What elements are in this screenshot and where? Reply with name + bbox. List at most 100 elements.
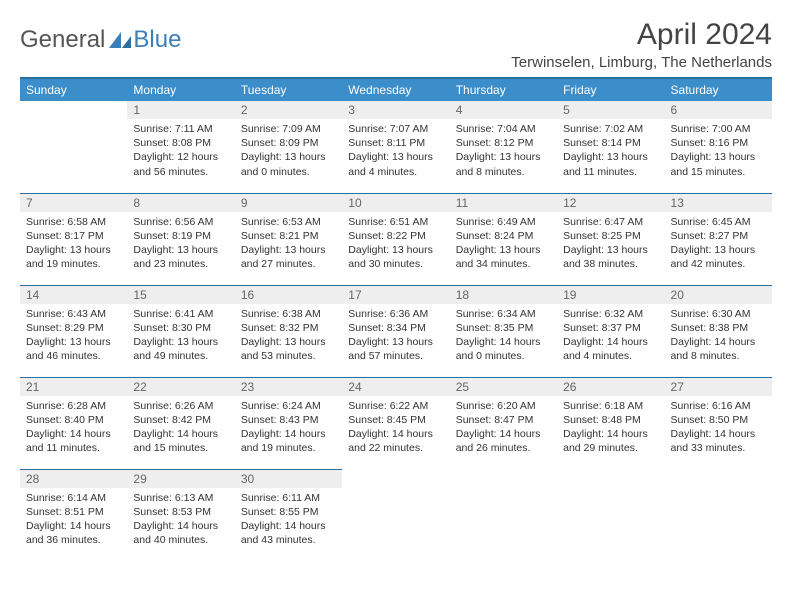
weekday-header: Saturday bbox=[665, 78, 772, 101]
day-details: Sunrise: 6:16 AMSunset: 8:50 PMDaylight:… bbox=[665, 396, 772, 459]
calendar-day-cell: 6Sunrise: 7:00 AMSunset: 8:16 PMDaylight… bbox=[665, 101, 772, 193]
day-details: Sunrise: 6:47 AMSunset: 8:25 PMDaylight:… bbox=[557, 212, 664, 275]
calendar-day-cell bbox=[450, 469, 557, 561]
day-number: 20 bbox=[665, 286, 772, 304]
weekday-header: Friday bbox=[557, 78, 664, 101]
day-number: 15 bbox=[127, 286, 234, 304]
day-number: 13 bbox=[665, 194, 772, 212]
day-details: Sunrise: 7:04 AMSunset: 8:12 PMDaylight:… bbox=[450, 119, 557, 182]
calendar-day-cell bbox=[557, 469, 664, 561]
calendar-day-cell: 26Sunrise: 6:18 AMSunset: 8:48 PMDayligh… bbox=[557, 377, 664, 469]
calendar-day-cell: 17Sunrise: 6:36 AMSunset: 8:34 PMDayligh… bbox=[342, 285, 449, 377]
day-details: Sunrise: 7:00 AMSunset: 8:16 PMDaylight:… bbox=[665, 119, 772, 182]
calendar-day-cell: 18Sunrise: 6:34 AMSunset: 8:35 PMDayligh… bbox=[450, 285, 557, 377]
header: General Blue April 2024 Terwinselen, Lim… bbox=[20, 18, 772, 71]
day-details: Sunrise: 6:28 AMSunset: 8:40 PMDaylight:… bbox=[20, 396, 127, 459]
logo-text-blue: Blue bbox=[133, 26, 181, 54]
day-number: 29 bbox=[127, 470, 234, 488]
calendar-day-cell: 20Sunrise: 6:30 AMSunset: 8:38 PMDayligh… bbox=[665, 285, 772, 377]
day-number: 28 bbox=[20, 470, 127, 488]
day-details: Sunrise: 6:58 AMSunset: 8:17 PMDaylight:… bbox=[20, 212, 127, 275]
day-number: 17 bbox=[342, 286, 449, 304]
calendar-day-cell: 15Sunrise: 6:41 AMSunset: 8:30 PMDayligh… bbox=[127, 285, 234, 377]
calendar-day-cell: 8Sunrise: 6:56 AMSunset: 8:19 PMDaylight… bbox=[127, 193, 234, 285]
calendar-day-cell: 28Sunrise: 6:14 AMSunset: 8:51 PMDayligh… bbox=[20, 469, 127, 561]
day-number: 9 bbox=[235, 194, 342, 212]
calendar-day-cell: 14Sunrise: 6:43 AMSunset: 8:29 PMDayligh… bbox=[20, 285, 127, 377]
day-details: Sunrise: 6:24 AMSunset: 8:43 PMDaylight:… bbox=[235, 396, 342, 459]
logo: General Blue bbox=[20, 26, 181, 54]
calendar-table: Sunday Monday Tuesday Wednesday Thursday… bbox=[20, 77, 772, 561]
calendar-day-cell: 13Sunrise: 6:45 AMSunset: 8:27 PMDayligh… bbox=[665, 193, 772, 285]
calendar-day-cell: 4Sunrise: 7:04 AMSunset: 8:12 PMDaylight… bbox=[450, 101, 557, 193]
title-block: April 2024 Terwinselen, Limburg, The Net… bbox=[511, 18, 772, 71]
day-number: 12 bbox=[557, 194, 664, 212]
day-details: Sunrise: 6:13 AMSunset: 8:53 PMDaylight:… bbox=[127, 488, 234, 551]
day-number: 10 bbox=[342, 194, 449, 212]
calendar-day-cell: 22Sunrise: 6:26 AMSunset: 8:42 PMDayligh… bbox=[127, 377, 234, 469]
calendar-day-cell: 1Sunrise: 7:11 AMSunset: 8:08 PMDaylight… bbox=[127, 101, 234, 193]
day-details: Sunrise: 6:32 AMSunset: 8:37 PMDaylight:… bbox=[557, 304, 664, 367]
day-number: 7 bbox=[20, 194, 127, 212]
day-number: 2 bbox=[235, 101, 342, 119]
day-details: Sunrise: 7:11 AMSunset: 8:08 PMDaylight:… bbox=[127, 119, 234, 182]
day-number: 16 bbox=[235, 286, 342, 304]
weekday-header: Sunday bbox=[20, 78, 127, 101]
calendar-day-cell: 16Sunrise: 6:38 AMSunset: 8:32 PMDayligh… bbox=[235, 285, 342, 377]
day-number: 5 bbox=[557, 101, 664, 119]
calendar-day-cell: 9Sunrise: 6:53 AMSunset: 8:21 PMDaylight… bbox=[235, 193, 342, 285]
calendar-day-cell: 12Sunrise: 6:47 AMSunset: 8:25 PMDayligh… bbox=[557, 193, 664, 285]
calendar-day-cell: 5Sunrise: 7:02 AMSunset: 8:14 PMDaylight… bbox=[557, 101, 664, 193]
day-details: Sunrise: 7:02 AMSunset: 8:14 PMDaylight:… bbox=[557, 119, 664, 182]
day-details: Sunrise: 6:30 AMSunset: 8:38 PMDaylight:… bbox=[665, 304, 772, 367]
day-number: 25 bbox=[450, 378, 557, 396]
weekday-header: Tuesday bbox=[235, 78, 342, 101]
day-number: 6 bbox=[665, 101, 772, 119]
month-title: April 2024 bbox=[511, 18, 772, 52]
day-details: Sunrise: 6:18 AMSunset: 8:48 PMDaylight:… bbox=[557, 396, 664, 459]
day-details: Sunrise: 6:11 AMSunset: 8:55 PMDaylight:… bbox=[235, 488, 342, 551]
day-details: Sunrise: 6:43 AMSunset: 8:29 PMDaylight:… bbox=[20, 304, 127, 367]
day-number: 4 bbox=[450, 101, 557, 119]
calendar-day-cell: 10Sunrise: 6:51 AMSunset: 8:22 PMDayligh… bbox=[342, 193, 449, 285]
calendar-day-cell: 30Sunrise: 6:11 AMSunset: 8:55 PMDayligh… bbox=[235, 469, 342, 561]
day-details: Sunrise: 6:38 AMSunset: 8:32 PMDaylight:… bbox=[235, 304, 342, 367]
day-number: 19 bbox=[557, 286, 664, 304]
logo-sail-icon bbox=[109, 32, 131, 48]
day-details: Sunrise: 7:09 AMSunset: 8:09 PMDaylight:… bbox=[235, 119, 342, 182]
calendar-day-cell: 25Sunrise: 6:20 AMSunset: 8:47 PMDayligh… bbox=[450, 377, 557, 469]
calendar-week-row: 7Sunrise: 6:58 AMSunset: 8:17 PMDaylight… bbox=[20, 193, 772, 285]
logo-text-general: General bbox=[20, 26, 105, 54]
day-details: Sunrise: 6:53 AMSunset: 8:21 PMDaylight:… bbox=[235, 212, 342, 275]
calendar-day-cell: 29Sunrise: 6:13 AMSunset: 8:53 PMDayligh… bbox=[127, 469, 234, 561]
calendar-week-row: 21Sunrise: 6:28 AMSunset: 8:40 PMDayligh… bbox=[20, 377, 772, 469]
calendar-week-row: 14Sunrise: 6:43 AMSunset: 8:29 PMDayligh… bbox=[20, 285, 772, 377]
calendar-week-row: 1Sunrise: 7:11 AMSunset: 8:08 PMDaylight… bbox=[20, 101, 772, 193]
calendar-day-cell: 27Sunrise: 6:16 AMSunset: 8:50 PMDayligh… bbox=[665, 377, 772, 469]
calendar-day-cell: 24Sunrise: 6:22 AMSunset: 8:45 PMDayligh… bbox=[342, 377, 449, 469]
day-details: Sunrise: 6:14 AMSunset: 8:51 PMDaylight:… bbox=[20, 488, 127, 551]
day-number: 11 bbox=[450, 194, 557, 212]
calendar-day-cell: 7Sunrise: 6:58 AMSunset: 8:17 PMDaylight… bbox=[20, 193, 127, 285]
location: Terwinselen, Limburg, The Netherlands bbox=[511, 54, 772, 71]
day-number: 21 bbox=[20, 378, 127, 396]
weekday-header-row: Sunday Monday Tuesday Wednesday Thursday… bbox=[20, 78, 772, 101]
day-details: Sunrise: 6:45 AMSunset: 8:27 PMDaylight:… bbox=[665, 212, 772, 275]
day-number: 3 bbox=[342, 101, 449, 119]
day-number: 27 bbox=[665, 378, 772, 396]
day-number: 18 bbox=[450, 286, 557, 304]
weekday-header: Monday bbox=[127, 78, 234, 101]
day-number: 1 bbox=[127, 101, 234, 119]
day-details: Sunrise: 6:22 AMSunset: 8:45 PMDaylight:… bbox=[342, 396, 449, 459]
calendar-day-cell: 23Sunrise: 6:24 AMSunset: 8:43 PMDayligh… bbox=[235, 377, 342, 469]
calendar-week-row: 28Sunrise: 6:14 AMSunset: 8:51 PMDayligh… bbox=[20, 469, 772, 561]
calendar-day-cell bbox=[20, 101, 127, 193]
calendar-day-cell: 19Sunrise: 6:32 AMSunset: 8:37 PMDayligh… bbox=[557, 285, 664, 377]
day-number: 26 bbox=[557, 378, 664, 396]
calendar-day-cell: 11Sunrise: 6:49 AMSunset: 8:24 PMDayligh… bbox=[450, 193, 557, 285]
day-number: 22 bbox=[127, 378, 234, 396]
calendar-day-cell: 21Sunrise: 6:28 AMSunset: 8:40 PMDayligh… bbox=[20, 377, 127, 469]
day-details: Sunrise: 6:41 AMSunset: 8:30 PMDaylight:… bbox=[127, 304, 234, 367]
day-details: Sunrise: 7:07 AMSunset: 8:11 PMDaylight:… bbox=[342, 119, 449, 182]
day-details: Sunrise: 6:34 AMSunset: 8:35 PMDaylight:… bbox=[450, 304, 557, 367]
